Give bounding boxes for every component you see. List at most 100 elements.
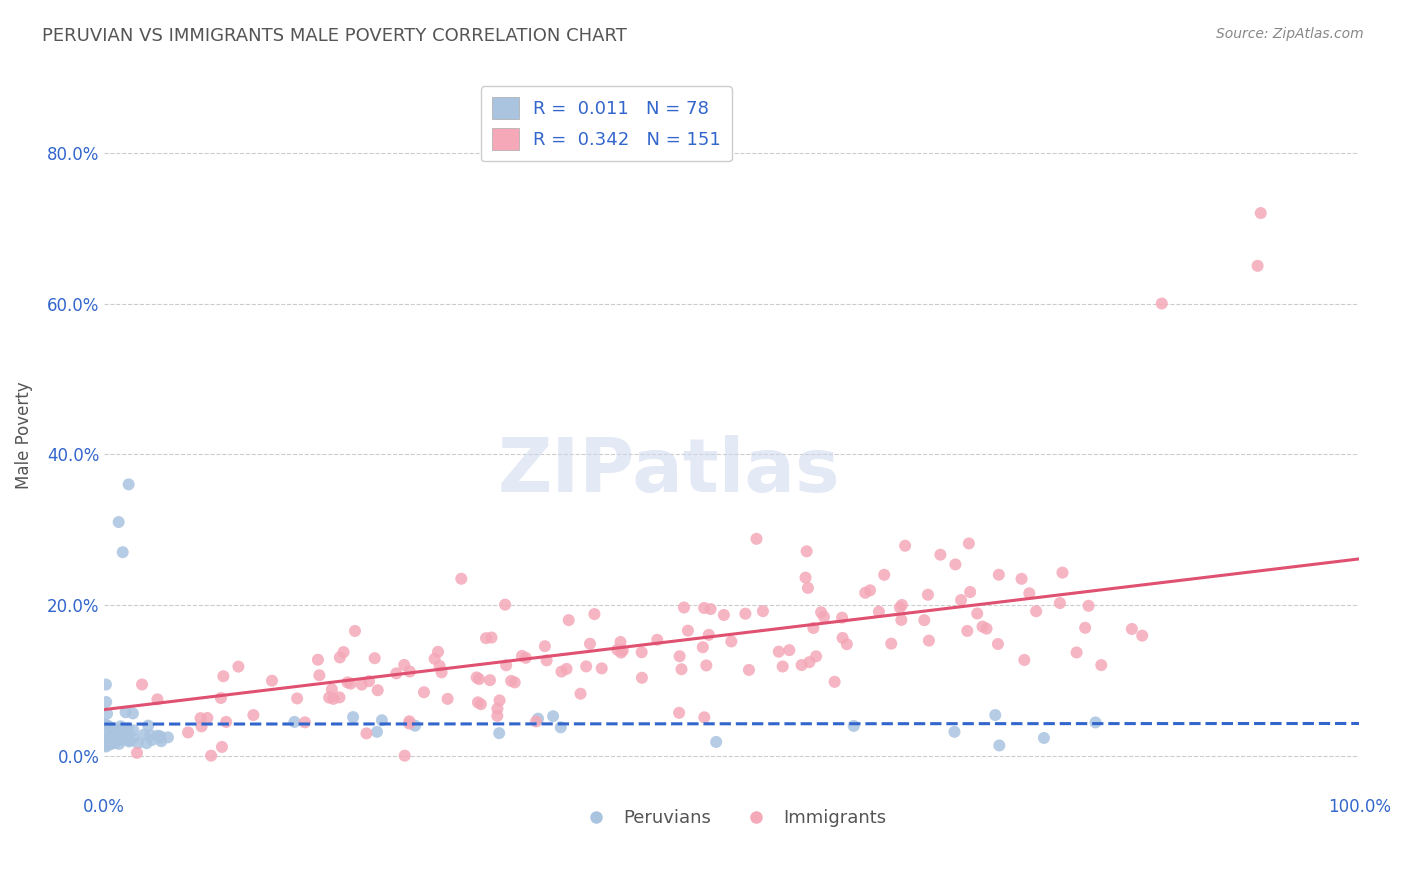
Point	[110, 722, 132, 736]
Point	[541, 709, 564, 723]
Point	[790, 658, 813, 673]
Point	[94, 718, 117, 732]
Point	[111, 545, 134, 559]
Point	[503, 675, 526, 690]
Point	[228, 659, 250, 673]
Point	[697, 628, 720, 642]
Point	[1025, 604, 1047, 618]
Point	[110, 719, 132, 733]
Point	[672, 600, 695, 615]
Point	[398, 665, 420, 679]
Point	[583, 607, 606, 621]
Point	[308, 668, 330, 682]
Point	[1011, 572, 1033, 586]
Point	[824, 674, 846, 689]
Point	[1250, 206, 1272, 220]
Point	[569, 687, 592, 701]
Point	[211, 739, 233, 754]
Point	[859, 583, 882, 598]
Point	[363, 651, 385, 665]
Point	[156, 731, 179, 745]
Point	[101, 721, 124, 735]
Point	[149, 730, 172, 744]
Point	[831, 610, 853, 624]
Point	[112, 724, 135, 739]
Point	[950, 593, 973, 607]
Point	[810, 605, 832, 619]
Point	[98, 737, 121, 751]
Point	[957, 536, 980, 550]
Y-axis label: Male Poverty: Male Poverty	[15, 382, 32, 489]
Point	[146, 729, 169, 743]
Point	[745, 532, 768, 546]
Point	[98, 736, 121, 750]
Point	[693, 710, 716, 724]
Point	[148, 731, 170, 745]
Point	[215, 714, 238, 729]
Point	[796, 544, 818, 558]
Point	[778, 643, 800, 657]
Point	[112, 727, 135, 741]
Point	[117, 724, 139, 739]
Point	[97, 736, 120, 750]
Point	[367, 683, 389, 698]
Point	[481, 631, 503, 645]
Point	[695, 658, 717, 673]
Point	[371, 713, 394, 727]
Point	[912, 613, 935, 627]
Point	[125, 746, 148, 760]
Point	[945, 558, 967, 572]
Point	[385, 666, 408, 681]
Point	[100, 723, 122, 738]
Point	[336, 675, 359, 690]
Point	[357, 674, 380, 689]
Point	[668, 706, 690, 720]
Point	[190, 719, 212, 733]
Point	[470, 697, 492, 711]
Point	[890, 598, 912, 612]
Point	[392, 657, 415, 672]
Point	[242, 708, 264, 723]
Point	[112, 728, 135, 742]
Point	[190, 711, 212, 725]
Point	[141, 733, 163, 747]
Point	[135, 736, 157, 750]
Point	[842, 719, 865, 733]
Point	[1049, 596, 1071, 610]
Point	[114, 705, 136, 719]
Point	[1084, 715, 1107, 730]
Point	[307, 653, 329, 667]
Point	[96, 706, 118, 721]
Point	[1121, 622, 1143, 636]
Point	[111, 730, 134, 744]
Point	[146, 692, 169, 706]
Point	[117, 722, 139, 736]
Point	[772, 659, 794, 673]
Point	[427, 645, 450, 659]
Point	[987, 567, 1010, 582]
Text: Source: ZipAtlas.com: Source: ZipAtlas.com	[1216, 27, 1364, 41]
Point	[285, 691, 308, 706]
Point	[797, 581, 820, 595]
Point	[987, 637, 1010, 651]
Point	[668, 649, 690, 664]
Point	[356, 726, 378, 740]
Point	[612, 643, 634, 657]
Point	[465, 670, 488, 684]
Point	[579, 637, 602, 651]
Point	[713, 607, 735, 622]
Point	[609, 635, 631, 649]
Point	[436, 691, 458, 706]
Point	[536, 653, 558, 667]
Point	[591, 661, 613, 675]
Point	[110, 732, 132, 747]
Point	[966, 607, 988, 621]
Point	[350, 677, 373, 691]
Point	[488, 693, 510, 707]
Point	[283, 714, 305, 729]
Point	[988, 739, 1011, 753]
Point	[115, 723, 138, 737]
Point	[804, 649, 827, 664]
Point	[873, 567, 896, 582]
Point	[423, 652, 446, 666]
